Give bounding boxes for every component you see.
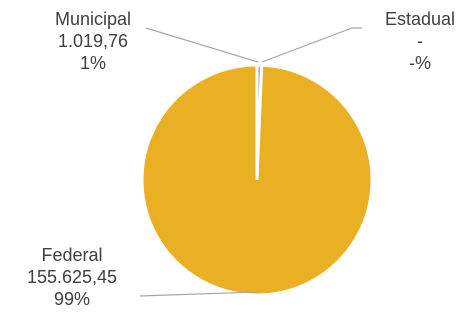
data-label-percent: 99% — [53, 289, 91, 309]
data-label-value: 155.625,45 — [26, 267, 118, 287]
data-label-category: Municipal — [54, 9, 132, 29]
pie-slice-federal — [140, 63, 374, 297]
data-label-category: Estadual — [384, 9, 456, 29]
pie-slices — [140, 63, 374, 297]
data-label-municipal: Municipal 1.019,76 1% — [30, 8, 156, 74]
data-label-percent: -% — [409, 53, 431, 73]
data-label-federal: Federal 155.625,45 99% — [2, 244, 142, 310]
leader-line-municipal — [145, 27, 259, 63]
data-label-estadual: Estadual - -% — [364, 8, 464, 74]
data-label-value: 1.019,76 — [57, 31, 129, 51]
leader-line-estadual — [261, 27, 362, 63]
leader-line-federal — [139, 291, 258, 297]
data-label-percent: 1% — [79, 53, 106, 73]
data-label-value: - — [417, 31, 423, 51]
data-label-category: Federal — [41, 245, 103, 265]
leader-lines — [139, 27, 362, 297]
